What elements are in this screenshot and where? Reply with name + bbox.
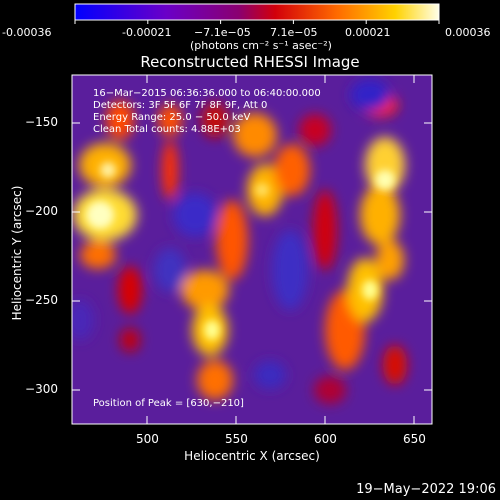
colorbar (74, 3, 440, 24)
y-tick-label: −150 (25, 115, 58, 129)
y-tick-label: −200 (25, 204, 58, 218)
colorbar-tick: −7.1e−05 (194, 26, 251, 39)
colorbar-tick: -0.00021 (122, 26, 172, 39)
plot-frame (71, 74, 433, 425)
overlay-peak-position: Position of Peak = [630,−210] (93, 398, 244, 409)
x-tick-label: 550 (225, 432, 248, 446)
overlay-time-range: 16−Mar−2015 06:36:36.000 to 06:40:00.000 (93, 88, 321, 99)
image-title: Reconstructed RHESSI Image (140, 53, 360, 71)
colorbar-tick: 0.00021 (345, 26, 391, 39)
x-axis-label: Heliocentric X (arcsec) (184, 449, 320, 463)
x-tick-label: 600 (314, 432, 337, 446)
y-tick-label: −250 (25, 293, 58, 307)
y-axis-label: Heliocentric Y (arcsec) (10, 185, 24, 321)
x-tick-label: 650 (403, 432, 426, 446)
colorbar-unit: (photons cm⁻² s⁻¹ asec⁻²) (190, 39, 332, 52)
colorbar-gradient (74, 3, 440, 21)
footer-date: 19−May−2022 19:06 (356, 482, 496, 497)
overlay-detectors: Detectors: 3F 5F 6F 7F 8F 9F, Att 0 (93, 100, 268, 111)
overlay-energy-range: Energy Range: 25.0 − 50.0 keV (93, 112, 251, 123)
colorbar-tick: -0.00036 (2, 26, 52, 39)
colorbar-tick: 7.1e−05 (270, 26, 318, 39)
x-tick-label: 500 (136, 432, 159, 446)
colorbar-tick: 0.00036 (445, 26, 491, 39)
overlay-clean-counts: Clean Total counts: 4.88E+03 (93, 124, 241, 135)
y-tick-label: −300 (25, 382, 58, 396)
